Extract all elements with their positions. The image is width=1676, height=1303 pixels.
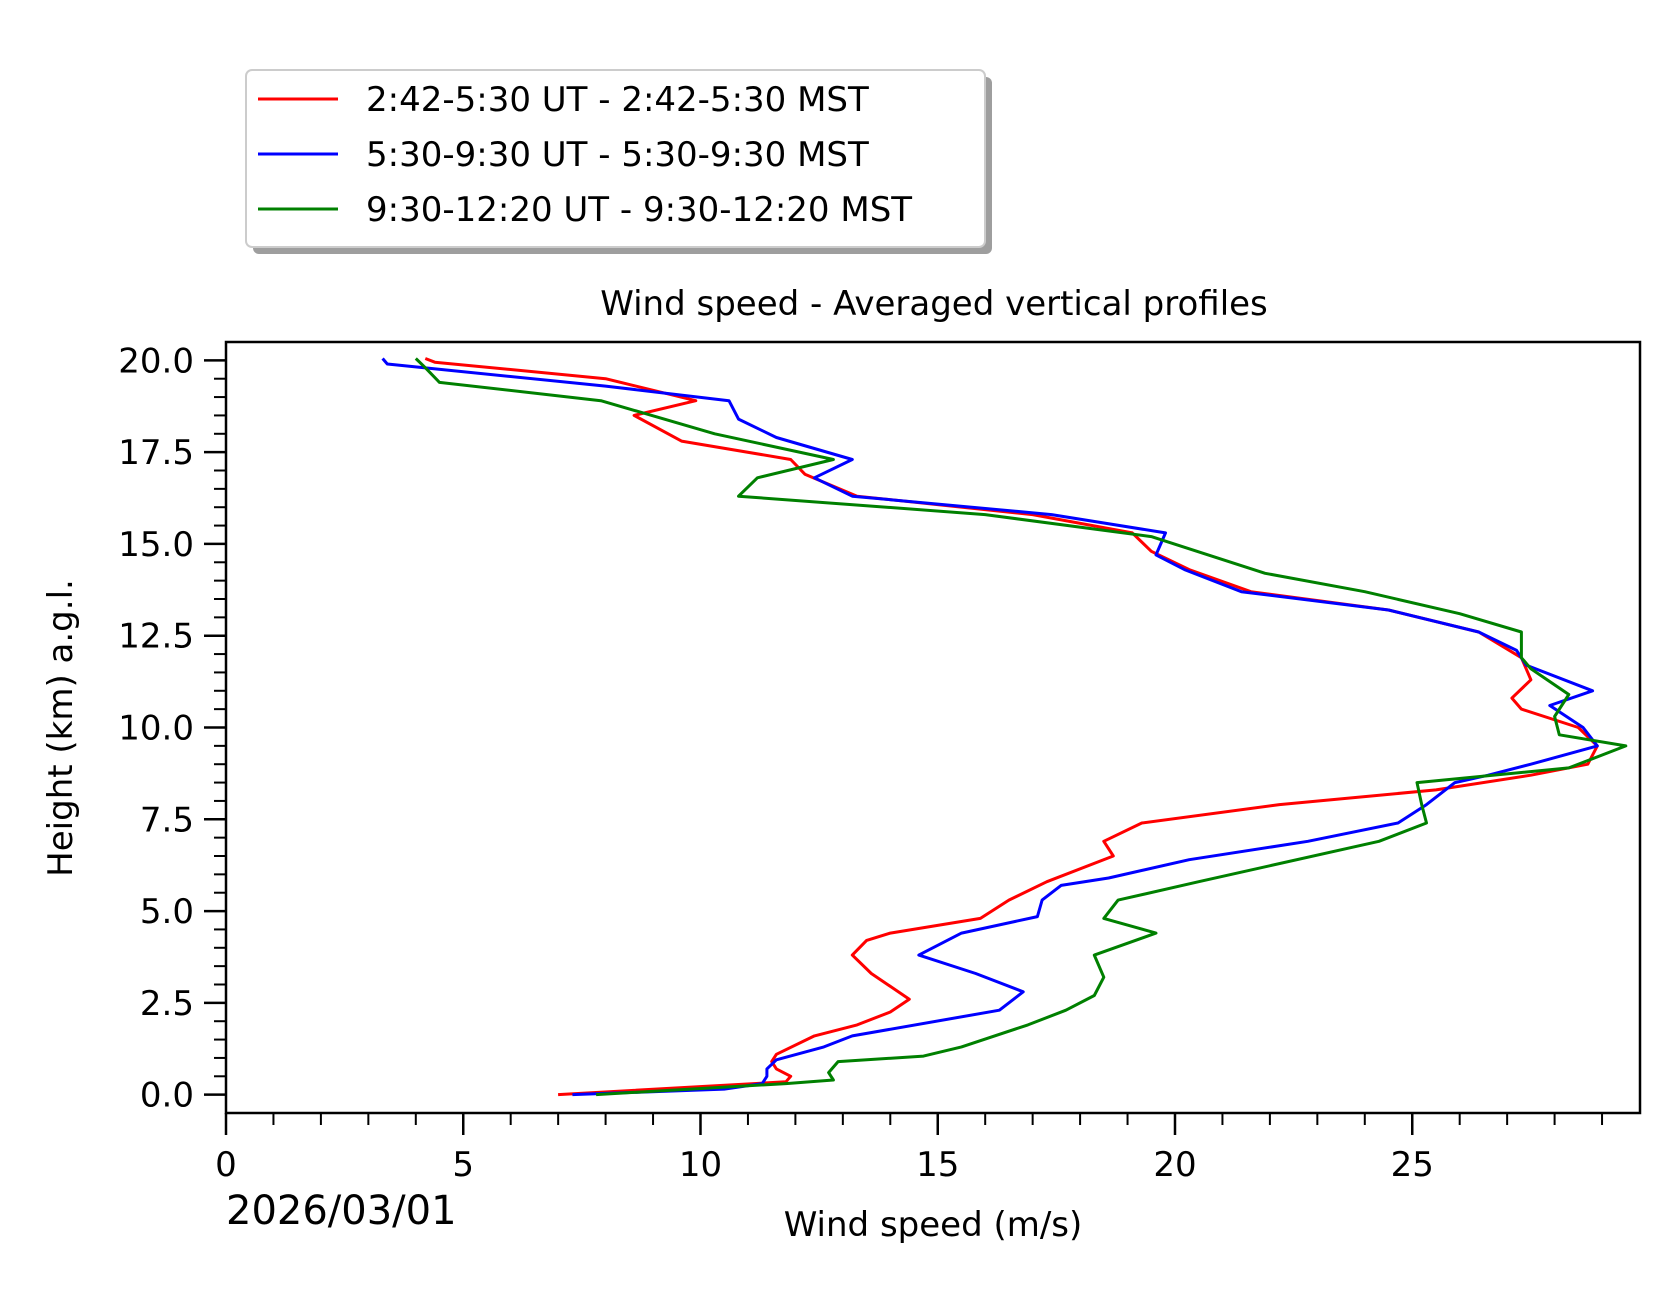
legend-label-3: 9:30-12:20 UT - 9:30-12:20 MST	[366, 190, 912, 230]
x-tick-label: 25	[1391, 1145, 1434, 1185]
x-tick-label: 10	[679, 1145, 722, 1185]
series-line-2	[381, 357, 1599, 1097]
series-layer	[381, 357, 1628, 1097]
x-tick-label: 20	[1153, 1145, 1196, 1185]
y-tick-label: 15.0	[118, 525, 194, 565]
plot-frame	[224, 340, 1642, 1115]
y-tick-label: 2.5	[140, 984, 194, 1024]
chart-title: Wind speed - Averaged vertical profiles	[600, 284, 1268, 324]
y-tick-label: 5.0	[140, 892, 194, 932]
x-tick-label: 15	[916, 1145, 959, 1185]
y-tick-label: 0.0	[140, 1076, 194, 1116]
y-tick-label: 7.5	[140, 800, 194, 840]
legend-label-1: 2:42-5:30 UT - 2:42-5:30 MST	[366, 80, 869, 120]
x-axis-title: Wind speed (m/s)	[784, 1205, 1083, 1245]
y-axis-title: Height (km) a.g.l.	[41, 579, 81, 877]
series-line-3	[414, 357, 1628, 1097]
x-tick-label: 0	[215, 1145, 237, 1185]
series-line-1	[424, 357, 1599, 1097]
date-label: 2026/03/01	[226, 1188, 457, 1234]
legend: 2:42-5:30 UT - 2:42-5:30 MST 5:30-9:30 U…	[245, 69, 992, 254]
y-tick-label: 12.5	[118, 617, 194, 657]
tick-layer: 0 5 10 15 20 25 0.0 2.5 5.0 7.5 10.0 12.5 15.0 17.5 20…	[118, 341, 1604, 1185]
y-tick-label: 20.0	[118, 341, 194, 381]
legend-label-2: 5:30-9:30 UT - 5:30-9:30 MST	[366, 135, 869, 175]
x-tick-label: 5	[452, 1145, 474, 1185]
y-tick-label: 10.0	[118, 709, 194, 749]
legend-box	[245, 69, 986, 248]
y-tick-label: 17.5	[118, 433, 194, 473]
